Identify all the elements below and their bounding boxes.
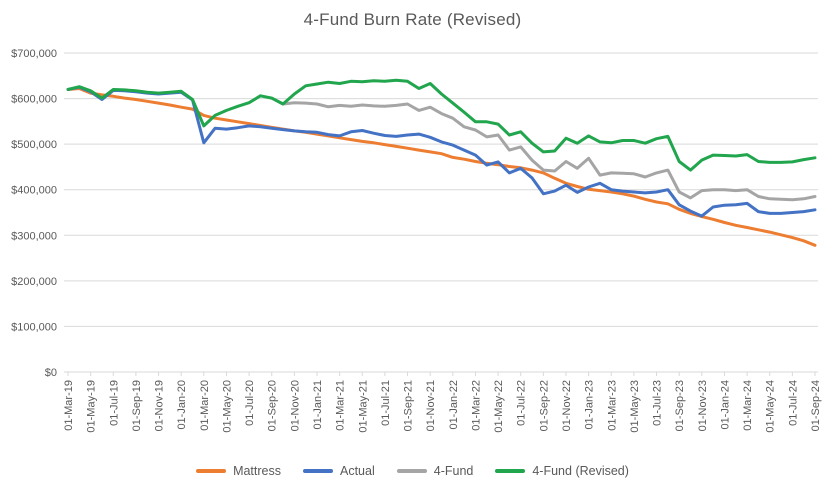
x-axis-label: 01-May-24 <box>765 380 777 433</box>
x-axis-label: 01-Jul-22 <box>516 380 528 426</box>
x-axis-label: 01-Jul-24 <box>787 380 799 426</box>
legend-item-4-fund: 4-Fund <box>396 464 474 478</box>
legend-item-actual: Actual <box>303 464 375 478</box>
y-axis-label: $400,000 <box>11 185 57 197</box>
x-axis-label: 01-Mar-22 <box>470 380 482 431</box>
x-axis-label: 01-Sep-19 <box>131 380 143 431</box>
x-axis-label: 01-Mar-24 <box>742 380 754 431</box>
x-axis-label: 01-Jan-20 <box>176 380 188 430</box>
legend-line-swatch-4-fund-icon <box>396 469 427 473</box>
series-line-4-fund-revised <box>66 78 817 172</box>
y-axis-label: $300,000 <box>11 230 57 242</box>
y-axis-label: $700,000 <box>11 48 57 60</box>
x-axis-label: 01-May-21 <box>357 380 369 433</box>
x-axis-label: 01-Nov-20 <box>289 380 301 431</box>
x-axis-label: 01-Nov-22 <box>561 380 573 431</box>
x-axis-label: 01-May-23 <box>629 380 641 433</box>
x-axis-label: 01-Jan-24 <box>719 380 731 430</box>
x-axis-label: 01-May-20 <box>221 380 233 433</box>
x-axis-label: 01-Jul-20 <box>244 380 256 426</box>
legend-line-swatch-actual-icon <box>303 469 333 473</box>
x-axis-label: 01-Jan-23 <box>584 380 596 430</box>
x-axis-label: 01-Sep-22 <box>538 380 550 431</box>
legend-label: 4-Fund (Revised) <box>532 464 629 478</box>
legend-item-mattress: Mattress <box>196 464 281 478</box>
legend-item-4-fund-revised: 4-Fund (Revised) <box>495 464 629 478</box>
x-axis-label: 01-Nov-21 <box>425 380 437 431</box>
legend-line-swatch-4-fund-revised-icon <box>495 469 526 473</box>
chart-title: 4-Fund Burn Rate (Revised) <box>303 10 522 29</box>
y-axis-label: $100,000 <box>11 321 57 333</box>
legend-label: Mattress <box>233 464 281 478</box>
x-axis-label: 01-Jan-22 <box>448 380 460 430</box>
y-axis-label: $600,000 <box>11 94 57 106</box>
x-axis-label: 01-Sep-21 <box>403 380 415 431</box>
x-axis-label: 01-Sep-24 <box>810 380 822 431</box>
x-axis-label: 01-Mar-19 <box>63 380 75 431</box>
x-axis-label: 01-Jul-21 <box>380 380 392 426</box>
x-axis-label: 01-Nov-19 <box>154 380 166 431</box>
x-axis-label: 01-May-22 <box>493 380 505 433</box>
x-axis-label: 01-May-19 <box>86 380 98 433</box>
x-axis-label: 01-Nov-23 <box>697 380 709 431</box>
y-axis-label: $500,000 <box>11 139 57 151</box>
x-axis-label: 01-Mar-21 <box>335 380 347 431</box>
x-axis-label: 01-Mar-20 <box>199 380 211 431</box>
x-axis-label: 01-Jul-23 <box>652 380 664 426</box>
legend-line-swatch-mattress-icon <box>196 469 227 473</box>
plot-area: $0 $100,000 $200,000 $300,000 $400,000 $500,0… <box>11 48 822 433</box>
x-axis-label: 01-Jul-19 <box>108 380 120 426</box>
x-axis-label: 01-Sep-23 <box>674 380 686 431</box>
series-line-4-fund <box>270 96 817 202</box>
legend-label: Actual <box>340 464 375 478</box>
x-axis-label: 01-Sep-20 <box>267 380 279 431</box>
series-line-mattress <box>66 87 817 247</box>
legend-label: 4-Fund <box>433 464 474 478</box>
y-axis-label: $200,000 <box>11 276 57 288</box>
x-axis-label: 01-Jan-21 <box>312 380 324 430</box>
x-axis-label: 01-Mar-23 <box>606 380 618 431</box>
chart-legend: Mattress Actual 4-Fund 4-Fund (Revised) <box>0 464 825 478</box>
y-axis-label: $0 <box>45 367 57 379</box>
